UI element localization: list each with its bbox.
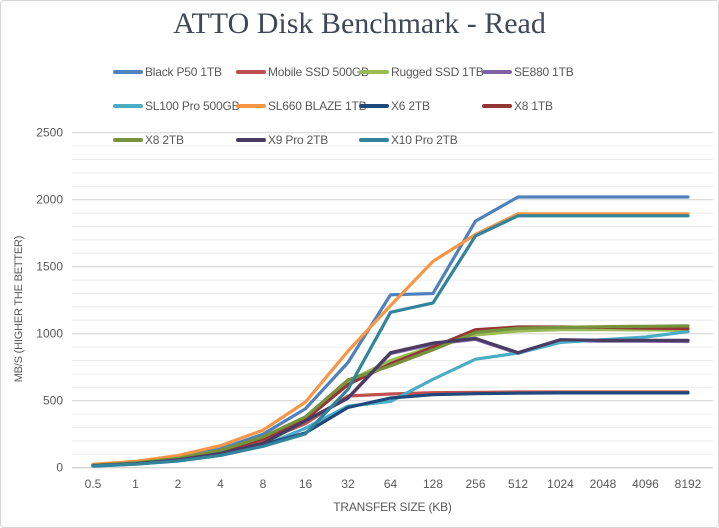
legend-swatch	[359, 138, 389, 142]
x-tick-label: 0.5	[85, 477, 102, 491]
legend-swatch	[482, 70, 512, 74]
legend-label: SL100 Pro 500GB	[145, 99, 240, 113]
y-tick-label: 2500	[36, 126, 63, 140]
legend-item: X9 Pro 2TB	[236, 133, 359, 147]
legend-swatch	[113, 70, 143, 74]
x-tick-label: 128	[423, 477, 443, 491]
x-tick-label: 32	[341, 477, 355, 491]
legend-label: Rugged SSD 1TB	[391, 65, 484, 79]
legend-swatch	[236, 104, 266, 108]
x-tick-label: 8192	[675, 477, 702, 491]
legend-label: X8 2TB	[145, 133, 184, 147]
legend-item: Black P50 1TB	[113, 65, 236, 79]
series-line-x10-pro-2tb	[91, 214, 690, 468]
legend-swatch	[113, 138, 143, 142]
series-line-sl660-blaze-1tb	[91, 212, 690, 466]
y-tick-label: 2000	[36, 193, 63, 207]
legend-label: Black P50 1TB	[145, 65, 222, 79]
legend-label: X8 1TB	[514, 99, 553, 113]
legend-item: X6 2TB	[359, 99, 482, 113]
legend-item: X8 1TB	[482, 99, 605, 113]
legend-item: Rugged SSD 1TB	[359, 65, 484, 79]
legend-label: X9 Pro 2TB	[268, 133, 329, 147]
x-tick-label: 16	[299, 477, 313, 491]
chart-title: ATTO Disk Benchmark - Read	[173, 7, 546, 40]
x-tick-label: 8	[260, 477, 267, 491]
y-tick-label: 1000	[36, 327, 63, 341]
y-axis-title: MB/S (HIGHER THE BETTER)	[13, 235, 25, 383]
legend-label: Mobile SSD 500GB	[268, 65, 369, 79]
x-tick-label: 2048	[590, 477, 617, 491]
legend-swatch	[482, 104, 512, 108]
x-tick-label: 2	[175, 477, 182, 491]
legend-swatch	[236, 138, 266, 142]
y-tick-label: 0	[56, 461, 63, 475]
series-line-x8-1tb	[91, 325, 690, 467]
x-axis-title: TRANSFER SIZE (KB)	[333, 500, 452, 514]
legend-swatch	[359, 70, 389, 74]
legend-item: X10 Pro 2TB	[359, 133, 482, 147]
legend-label: X6 2TB	[391, 99, 430, 113]
legend-swatch	[236, 70, 266, 74]
x-tick-label: 64	[384, 477, 398, 491]
x-tick-label: 4096	[632, 477, 659, 491]
legend-swatch	[359, 104, 389, 108]
legend-item: SE880 1TB	[482, 65, 605, 79]
legend-swatch	[113, 104, 143, 108]
series-line-x8-2tb	[91, 324, 690, 467]
legend-label: SE880 1TB	[514, 65, 574, 79]
y-tick-label: 1500	[36, 260, 63, 274]
x-tick-label: 1	[132, 477, 139, 491]
x-tick-label: 256	[465, 477, 485, 491]
legend-label: X10 Pro 2TB	[391, 133, 458, 147]
x-tick-label: 4	[217, 477, 224, 491]
y-tick-label: 500	[43, 394, 63, 408]
legend-item: SL660 BLAZE 1TB	[236, 99, 367, 113]
x-tick-label: 512	[508, 477, 528, 491]
legend-item: SL100 Pro 500GB	[113, 99, 240, 113]
legend-label: SL660 BLAZE 1TB	[268, 99, 367, 113]
x-tick-label: 1024	[547, 477, 574, 491]
legend-item: Mobile SSD 500GB	[236, 65, 369, 79]
legend-item: X8 2TB	[113, 133, 236, 147]
legend: Black P50 1TB Mobile SSD 500GB Rugged SSD …	[113, 55, 605, 157]
